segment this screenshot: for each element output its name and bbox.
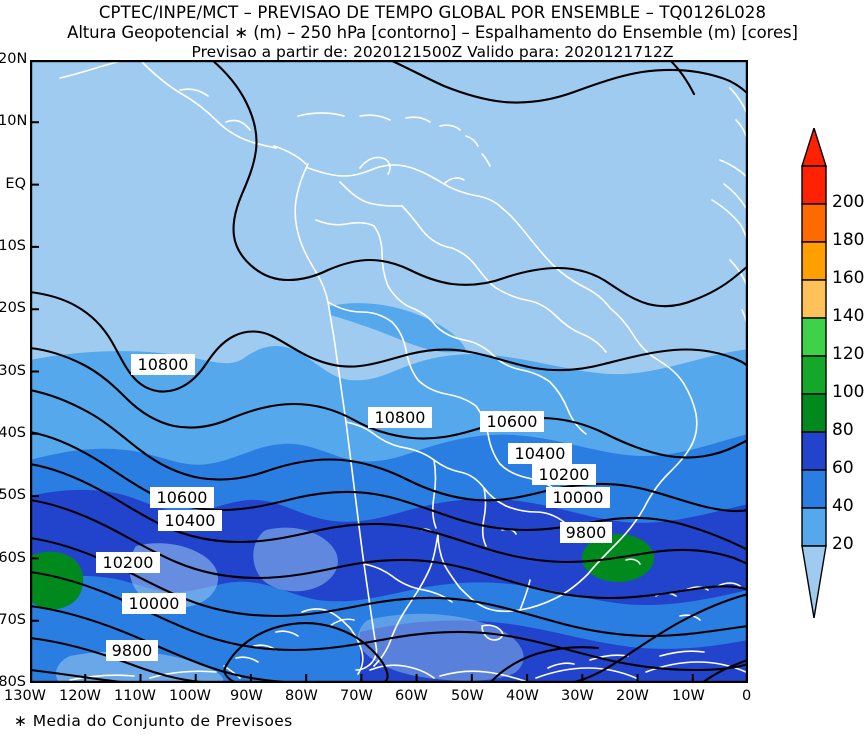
contour-label: 10400 (158, 510, 222, 531)
x-tick-label-70w: 70W (340, 688, 373, 704)
contour-label: 10800 (368, 407, 432, 428)
svg-text:9800: 9800 (112, 641, 153, 660)
x-tick-label-110w: 110W (114, 688, 157, 704)
y-tick-label-20n: 20N (0, 51, 28, 67)
colorbar-bands (801, 165, 827, 547)
y-tick-label-20s: 20S (0, 300, 26, 316)
svg-text:10800: 10800 (375, 408, 426, 427)
x-tick-label-80w: 80W (285, 688, 318, 704)
x-tick-label-0: 0 (742, 688, 752, 704)
colorbar-tick-80: 80 (832, 420, 854, 440)
svg-text:10800: 10800 (138, 355, 189, 374)
x-tick-label-120w: 120W (59, 688, 102, 704)
svg-text:10400: 10400 (165, 511, 216, 530)
svg-text:10000: 10000 (129, 594, 180, 613)
contour-label: 10800 (131, 354, 195, 375)
x-tick-label-10w: 10W (672, 688, 705, 704)
colorbar-svg (801, 125, 827, 619)
svg-text:10600: 10600 (487, 412, 538, 431)
colorbar-tick-200: 200 (832, 192, 865, 212)
chart-title-line-3: Previsao a partir de: 2020121500Z Valido… (191, 43, 674, 61)
contour-label: 10400 (508, 443, 572, 464)
x-tick-label-90w: 90W (230, 688, 263, 704)
contour-label: 9800 (560, 522, 612, 543)
colorbar: 200 180 160 140 120 100 80 60 40 20 (798, 125, 865, 619)
x-tick-label-20w: 20W (616, 688, 649, 704)
colorbar-tick-20: 20 (832, 534, 854, 554)
chart-title-line-1: CPTEC/INPE/MCT – PREVISAO DE TEMPO GLOBA… (98, 3, 767, 22)
axis-ticks (30, 60, 748, 683)
x-tick-label-130w: 130W (4, 688, 47, 704)
y-tick-label-40s: 40S (0, 425, 26, 441)
x-tick-label-100w: 100W (169, 688, 212, 704)
colorbar-tick-140: 140 (832, 306, 865, 326)
y-tick-label-30s: 30S (0, 363, 26, 379)
y-tick-label-50s: 50S (0, 487, 26, 503)
colorbar-tick-40: 40 (832, 496, 854, 516)
x-tick-label-50w: 50W (451, 688, 484, 704)
y-tick-label-eq: EQ (5, 176, 26, 192)
x-tick-label-30w: 30W (561, 688, 594, 704)
svg-text:10600: 10600 (157, 488, 208, 507)
contour-label: 9800 (106, 640, 158, 661)
svg-text:10200: 10200 (103, 553, 154, 572)
y-tick-label-70s: 70S (0, 612, 26, 628)
footnote: ∗ Media do Conjunto de Previsoes (14, 712, 293, 730)
chart-title-line-2: Altura Geopotencial ∗ (m) – 250 hPa [con… (67, 23, 798, 42)
map-plot-area: 10800 10800 10600 10400 10200 (0, 51, 751, 704)
contour-label: 10200 (96, 552, 160, 573)
y-tick-label-10s: 10S (0, 238, 26, 254)
colorbar-extend-high (801, 125, 827, 167)
contour-layer (30, 60, 748, 683)
map-canvas: 10800 10800 10600 10400 10200 (30, 60, 748, 683)
y-tick-label-10n: 10N (0, 113, 28, 129)
svg-text:9800: 9800 (566, 523, 607, 542)
contour-label: 10200 (532, 464, 596, 485)
contour-label: 10000 (122, 593, 186, 614)
x-tick-label-60w: 60W (395, 688, 428, 704)
colorbar-tick-100: 100 (832, 382, 865, 402)
y-tick-label-80s: 80S (0, 674, 26, 690)
contour-label-layer: 10800 10800 10600 10400 10200 (96, 354, 612, 661)
colorbar-extend-low (801, 545, 827, 619)
svg-text:10200: 10200 (539, 465, 590, 484)
contour-label: 10600 (480, 411, 544, 432)
x-tick-label-40w: 40W (506, 688, 539, 704)
colorbar-tick-180: 180 (832, 230, 865, 250)
contour-label: 10000 (546, 487, 610, 508)
contour-label: 10600 (150, 487, 214, 508)
colorbar-tick-160: 160 (832, 268, 865, 288)
chart-header: CPTEC/INPE/MCT – PREVISAO DE TEMPO GLOBA… (0, 0, 865, 62)
colorbar-tick-120: 120 (832, 344, 865, 364)
svg-text:10000: 10000 (553, 488, 604, 507)
y-tick-label-60s: 60S (0, 550, 26, 566)
svg-text:10400: 10400 (515, 444, 566, 463)
colorbar-tick-60: 60 (832, 458, 854, 478)
